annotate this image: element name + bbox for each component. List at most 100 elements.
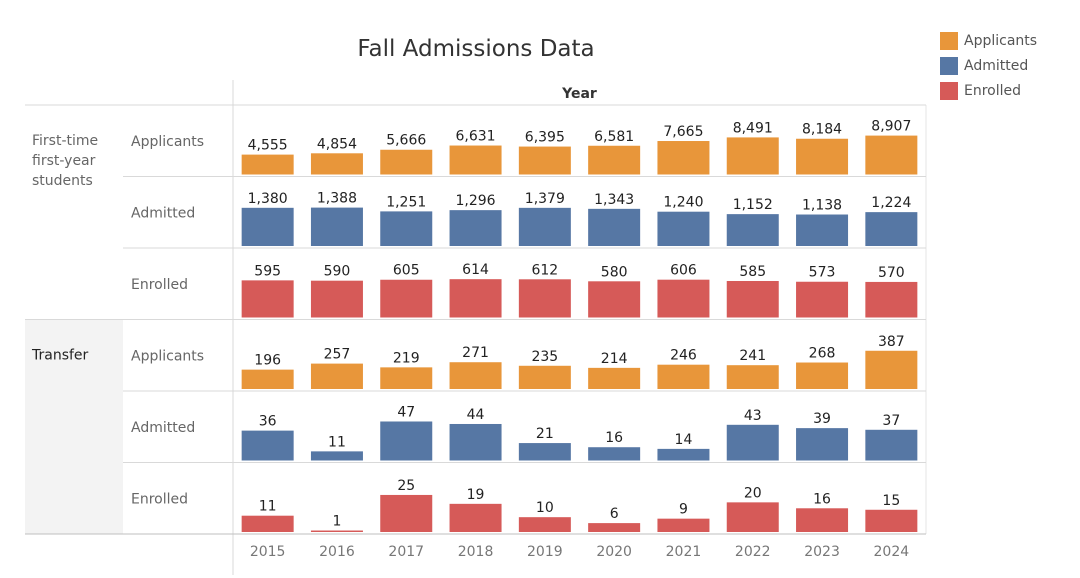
bar-value-label: 8,907 <box>871 119 911 135</box>
bar-value-label: 8,184 <box>802 122 842 138</box>
group-label-line: first-year <box>32 153 96 169</box>
bar <box>518 365 571 389</box>
bar <box>865 135 918 175</box>
bar-value-label: 1,379 <box>525 191 565 207</box>
bar <box>726 280 779 318</box>
bar-value-label: 9 <box>679 502 688 518</box>
bar <box>588 145 641 175</box>
group-label-line: students <box>32 173 93 189</box>
bar-value-label: 6 <box>610 506 619 522</box>
bar-value-label: 1,388 <box>317 191 357 207</box>
row-label: Admitted <box>131 205 195 221</box>
bar-value-label: 1,380 <box>248 191 288 207</box>
bar-value-label: 1,251 <box>386 194 426 210</box>
bar <box>380 279 433 318</box>
bar-value-label: 387 <box>878 334 905 350</box>
bar-value-label: 44 <box>467 407 485 423</box>
row-label: Enrolled <box>131 277 188 293</box>
bar <box>241 430 294 461</box>
x-tick-label: 2015 <box>250 544 286 560</box>
bar-value-label: 6,395 <box>525 130 565 146</box>
bar-value-label: 21 <box>536 426 554 442</box>
bar-value-label: 257 <box>324 347 351 363</box>
bar-value-label: 4,854 <box>317 136 357 152</box>
bar <box>796 508 849 532</box>
bar-value-label: 614 <box>462 262 489 278</box>
row-label: Admitted <box>131 420 195 436</box>
bar-value-label: 219 <box>393 350 420 366</box>
legend-item-admitted[interactable]: Admitted <box>940 53 1037 78</box>
legend-swatch-admitted <box>940 56 958 75</box>
bar <box>865 509 918 532</box>
bar <box>865 429 918 461</box>
legend-label-enrolled: Enrolled <box>964 82 1022 99</box>
bar <box>796 428 849 461</box>
legend-swatch-enrolled <box>940 81 958 100</box>
bar <box>518 443 571 461</box>
x-tick-label: 2022 <box>735 544 771 560</box>
legend-item-enrolled[interactable]: Enrolled <box>940 78 1037 103</box>
bar <box>726 214 779 246</box>
legend-item-applicants[interactable]: Applicants <box>940 28 1037 53</box>
bar-value-label: 39 <box>813 411 831 427</box>
bar <box>657 518 710 532</box>
x-tick-label: 2018 <box>458 544 494 560</box>
bar <box>380 367 433 389</box>
legend-label-applicants: Applicants <box>964 32 1038 49</box>
bar <box>657 211 710 246</box>
bar <box>726 365 779 389</box>
bar-value-label: 11 <box>328 434 346 450</box>
bar <box>241 369 294 389</box>
bar <box>241 154 294 175</box>
bar-value-label: 605 <box>393 263 420 279</box>
bar <box>310 363 363 389</box>
bar <box>865 350 918 389</box>
row-label: Enrolled <box>131 491 188 507</box>
bar <box>310 280 363 318</box>
bar-value-label: 8,491 <box>733 120 773 136</box>
bar-value-label: 4,555 <box>248 138 288 154</box>
bar-value-label: 214 <box>601 351 628 367</box>
bar <box>449 362 502 389</box>
bar-value-label: 1,224 <box>871 195 911 211</box>
bar-value-label: 590 <box>324 264 351 280</box>
bar <box>380 149 433 175</box>
bar <box>449 423 502 461</box>
bar-value-label: 1,240 <box>663 195 703 211</box>
bar-value-label: 10 <box>536 500 554 516</box>
bar-value-label: 580 <box>601 264 628 280</box>
column-header-year: Year <box>561 86 597 102</box>
bar <box>726 502 779 532</box>
bar <box>588 523 641 532</box>
bar-value-label: 14 <box>675 432 693 448</box>
bar <box>518 279 571 318</box>
bar <box>588 208 641 246</box>
bar-value-label: 6,581 <box>594 129 634 145</box>
bar-value-label: 16 <box>605 430 623 446</box>
bar <box>657 141 710 175</box>
bar-value-label: 573 <box>809 265 836 281</box>
bar-value-label: 1,296 <box>456 193 496 209</box>
bar-value-label: 235 <box>531 349 558 365</box>
bar-value-label: 595 <box>254 263 281 279</box>
bar-value-label: 15 <box>882 493 900 509</box>
bar <box>657 448 710 461</box>
bar-value-label: 16 <box>813 491 831 507</box>
bar <box>796 214 849 246</box>
x-tick-label: 2024 <box>874 544 910 560</box>
bar-value-label: 36 <box>259 414 277 430</box>
x-tick-label: 2017 <box>388 544 424 560</box>
bar <box>449 145 502 175</box>
legend: Applicants Admitted Enrolled <box>940 28 1037 103</box>
bar <box>865 281 918 318</box>
bar <box>449 210 502 246</box>
bar <box>518 146 571 175</box>
bar-value-label: 1 <box>332 514 341 530</box>
bar-value-label: 43 <box>744 408 762 424</box>
bar <box>588 447 641 461</box>
legend-swatch-applicants <box>940 31 958 50</box>
bar <box>310 530 363 532</box>
bar <box>796 362 849 389</box>
bar <box>241 515 294 532</box>
x-tick-label: 2023 <box>804 544 840 560</box>
